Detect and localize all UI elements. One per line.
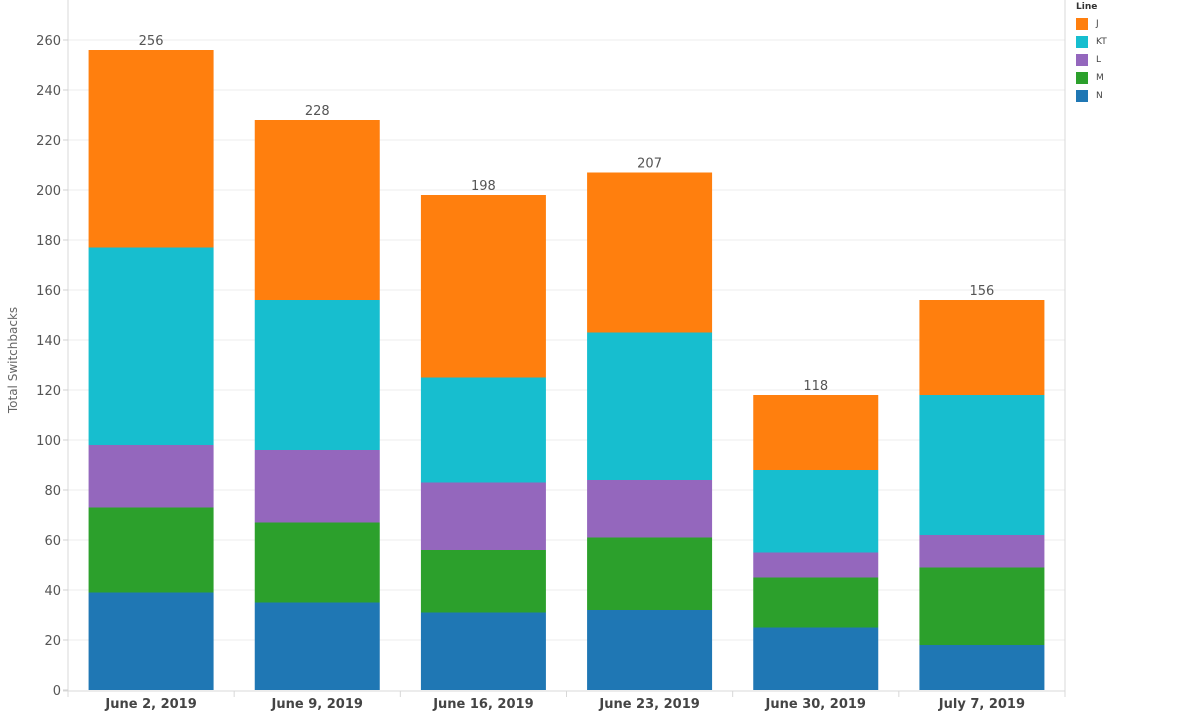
bar-segment-j <box>587 172 713 333</box>
total-label: 228 <box>305 104 330 119</box>
legend-label: L <box>1096 55 1102 65</box>
legend-swatch <box>1076 90 1088 102</box>
y-axis-ticks: 0 20 40 60 80 100 120 140 160 180 200 220 240 260 <box>36 34 68 699</box>
bar-segment-m <box>753 577 879 628</box>
y-tick-label: 180 <box>36 234 61 249</box>
legend-swatch <box>1076 54 1088 66</box>
bar-segment-kt <box>587 332 713 480</box>
bar-segment-n <box>420 612 546 690</box>
bar-segment-m <box>88 507 214 593</box>
bar-segment-m <box>587 537 713 610</box>
total-label: 118 <box>803 379 828 394</box>
bar-segment-j <box>88 50 214 248</box>
bar-segment-j <box>254 120 380 300</box>
bar-stack <box>420 195 546 690</box>
y-tick-label: 20 <box>44 634 61 649</box>
y-tick-label: 0 <box>53 684 61 699</box>
y-tick-label: 200 <box>36 184 61 199</box>
x-tick-label: June 9, 2019 <box>271 697 363 712</box>
bar-segment-kt <box>254 300 380 450</box>
y-tick-label: 140 <box>36 334 61 349</box>
bar-segment-l <box>88 445 214 508</box>
legend-title: Line <box>1076 2 1098 12</box>
x-tick-label: July 7, 2019 <box>938 697 1025 712</box>
legend-swatch <box>1076 36 1088 48</box>
legend-item-l[interactable]: L <box>1074 51 1194 69</box>
bar-segment-n <box>753 627 879 690</box>
bar-segment-n <box>254 602 380 690</box>
x-tick-label: June 23, 2019 <box>598 697 699 712</box>
y-tick-label: 60 <box>44 534 61 549</box>
bar-stack <box>254 120 380 690</box>
bar-segment-l <box>420 482 546 550</box>
bar-segment-j <box>753 395 879 470</box>
legend-label: M <box>1096 73 1104 83</box>
total-label: 198 <box>471 179 496 194</box>
y-tick-label: 240 <box>36 84 61 99</box>
bar-stack <box>587 172 713 690</box>
bar-segment-kt <box>420 377 546 483</box>
y-axis-title: Total Switchbacks <box>6 307 20 414</box>
legend-item-m[interactable]: M <box>1074 69 1194 87</box>
total-label: 207 <box>637 157 662 172</box>
y-tick-label: 40 <box>44 584 61 599</box>
bar-segment-m <box>254 522 380 603</box>
plot-frame <box>63 0 1066 697</box>
bar-segment-j <box>420 195 546 378</box>
total-label: 256 <box>139 34 164 49</box>
bar-stack <box>88 50 214 690</box>
y-tick-label: 160 <box>36 284 61 299</box>
total-label: 156 <box>970 284 995 299</box>
legend-swatch <box>1076 18 1088 30</box>
y-tick-label: 220 <box>36 134 61 149</box>
bar-segment-n <box>587 610 713 690</box>
y-tick-label: 100 <box>36 434 61 449</box>
bar-segment-m <box>420 550 546 613</box>
bar-segment-n <box>88 592 214 690</box>
legend-item-n[interactable]: N <box>1074 87 1194 105</box>
legend-items: J KT L M N <box>1074 15 1194 105</box>
legend-item-kt[interactable]: KT <box>1074 33 1194 51</box>
y-tick-label: 260 <box>36 34 61 49</box>
total-labels: 256 228 198 207 118 156 <box>139 34 995 394</box>
bar-segment-l <box>587 480 713 538</box>
legend-swatch <box>1076 72 1088 84</box>
bar-segment-kt <box>88 247 214 445</box>
legend-label: J <box>1096 19 1099 29</box>
x-axis-labels: June 2, 2019 June 9, 2019 June 16, 2019 Jun… <box>104 697 1025 712</box>
bar-segment-l <box>919 535 1045 568</box>
legend-label: N <box>1096 91 1103 101</box>
bar-segment-l <box>753 552 879 578</box>
bar-segment-kt <box>753 470 879 553</box>
x-tick-label: June 2, 2019 <box>104 697 196 712</box>
legend-label: KT <box>1096 37 1107 47</box>
legend: Line J KT L M N <box>1074 2 1194 105</box>
bar-segment-j <box>919 300 1045 395</box>
legend-item-j[interactable]: J <box>1074 15 1194 33</box>
y-tick-label: 80 <box>44 484 61 499</box>
bar-segment-n <box>919 645 1045 690</box>
gridlines <box>68 39 1065 641</box>
bar-segment-m <box>919 567 1045 645</box>
bar-stack <box>753 395 879 690</box>
bar-segment-l <box>254 450 380 523</box>
bar-segment-kt <box>919 395 1045 535</box>
bars <box>88 50 1045 690</box>
y-tick-label: 120 <box>36 384 61 399</box>
x-tick-label: June 30, 2019 <box>765 697 866 712</box>
bar-stack <box>919 300 1045 690</box>
x-tick-label: June 16, 2019 <box>432 697 533 712</box>
